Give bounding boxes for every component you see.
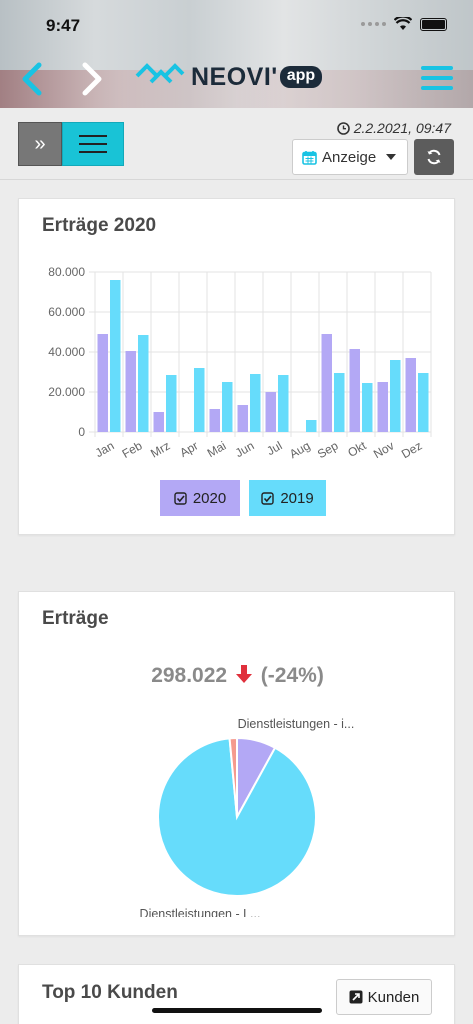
legend-2020-label: 2020 [192, 489, 227, 507]
bar-2020-Nov[interactable] [377, 382, 389, 432]
x-tick-label: Mrz [148, 438, 172, 460]
bar-2019-Feb[interactable] [138, 335, 149, 432]
x-tick-label: Mai [205, 438, 229, 460]
bar-2020-Dez[interactable] [405, 358, 417, 432]
pie-label-top: Dienstleistungen - i... [238, 717, 355, 731]
top-card-title: Top 10 Kunden [42, 982, 178, 1003]
home-indicator [152, 1008, 322, 1013]
caret-down-icon [386, 154, 397, 160]
pie-slice-2[interactable] [157, 737, 317, 897]
x-tick-label: Jun [233, 438, 257, 460]
bar-2019-Nov[interactable] [390, 360, 401, 432]
pie-slice-3[interactable] [228, 736, 238, 818]
bar-2019-Mrz[interactable] [166, 375, 177, 432]
kpi-value: 298.022 [151, 664, 228, 687]
wifi-icon [394, 17, 412, 30]
y-tick-label: 0 [78, 425, 85, 439]
x-tick-label: Dez [399, 438, 424, 461]
view-select[interactable]: Anzeige [292, 139, 408, 175]
pie-card-title: Erträge [42, 608, 109, 629]
bar-2020-Jun[interactable] [237, 405, 249, 432]
bar-2019-Aug[interactable] [306, 420, 317, 432]
y-tick-label: 40.000 [48, 345, 85, 359]
kpi-total: 298.022 (-24%) [19, 664, 456, 688]
bar-2019-Jan[interactable] [110, 280, 121, 432]
refresh-icon [427, 149, 441, 165]
bar-2019-Apr[interactable] [194, 368, 205, 432]
checkbox-icon [261, 491, 275, 505]
kunden-button[interactable]: Kunden [336, 979, 432, 1015]
arrow-down-icon [235, 665, 252, 683]
bar-2019-Jul[interactable] [278, 375, 289, 432]
logo-app-badge: app [279, 66, 323, 88]
bar-2019-Mai[interactable] [222, 382, 233, 432]
bar-2019-Dez[interactable] [418, 373, 429, 432]
refresh-button[interactable] [414, 139, 454, 175]
y-tick-label: 20.000 [48, 385, 85, 399]
bar-card-title: Erträge 2020 [42, 215, 157, 236]
calendar-icon [302, 150, 317, 165]
status-icons [361, 17, 447, 31]
list-view-button[interactable] [62, 122, 124, 166]
bar-2020-Feb[interactable] [125, 351, 137, 432]
x-tick-label: Sep [315, 438, 341, 461]
legend-2020-toggle[interactable]: 2020 [160, 480, 240, 516]
y-tick-label: 80.000 [48, 265, 85, 279]
app-logo: NEOVI' app [135, 62, 323, 92]
x-tick-label: Jul [264, 438, 284, 458]
bar-2019-Jun[interactable] [250, 374, 261, 432]
pie-label-bottom: Dienstleistungen - L... [140, 907, 261, 917]
x-tick-label: Feb [120, 438, 145, 461]
bar-2019-Okt[interactable] [362, 383, 373, 432]
logo-mark-icon [135, 63, 185, 84]
top-customers-card: Top 10 Kunden Kunden [18, 964, 455, 1024]
x-tick-label: Jan [93, 438, 117, 460]
bar-2020-Okt[interactable] [349, 349, 361, 432]
external-link-icon [349, 990, 363, 1004]
x-tick-label: Nov [371, 438, 396, 461]
clock-icon [336, 121, 350, 135]
status-time: 9:47 [46, 16, 81, 35]
logo-text: NEOVI' [191, 62, 278, 91]
legend-2019-toggle[interactable]: 2019 [249, 480, 326, 516]
kunden-button-label: Kunden [367, 988, 420, 1006]
app-header: 9:47 NEOVI' app [0, 0, 473, 108]
x-tick-label: Okt [345, 438, 369, 460]
pie-chart: Dienstleistungen - i... Dienstleistungen … [140, 717, 355, 917]
datetime-text: 2.2.2021, 09:47 [353, 120, 451, 136]
bar-2019-Sep[interactable] [334, 373, 345, 432]
bar-2020-Jan[interactable] [97, 334, 109, 432]
x-tick-label: Apr [177, 438, 200, 459]
battery-icon [420, 17, 447, 31]
revenue-pie-card: Erträge 298.022 (-24%) Dienstleistungen … [18, 591, 455, 936]
forward-arrow-icon[interactable] [80, 62, 104, 96]
y-tick-label: 60.000 [48, 305, 85, 319]
x-tick-label: Aug [287, 438, 312, 461]
legend-2019-label: 2019 [280, 489, 314, 507]
bar-2020-Jul[interactable] [265, 392, 277, 432]
bar-2020-Sep[interactable] [321, 334, 333, 432]
bar-2020-Mrz[interactable] [153, 412, 165, 432]
checkbox-icon [174, 491, 187, 505]
signal-icon [361, 22, 386, 26]
revenue-bar-card: Erträge 2020 0 20.000 40.000 60.000 80.000 Ja… [18, 198, 455, 535]
view-select-label: Anzeige [322, 148, 377, 166]
kpi-change: (-24%) [260, 664, 324, 687]
hamburger-menu-icon[interactable] [421, 66, 453, 96]
last-updated: 2.2.2021, 09:47 [336, 120, 451, 136]
bar-chart: 0 20.000 40.000 60.000 80.000 Jan Feb Mrz Apr Mai… [48, 265, 432, 461]
expand-sidebar-button[interactable]: » [18, 122, 62, 166]
back-arrow-icon[interactable] [20, 62, 44, 96]
bar-2020-Mai[interactable] [209, 409, 221, 432]
